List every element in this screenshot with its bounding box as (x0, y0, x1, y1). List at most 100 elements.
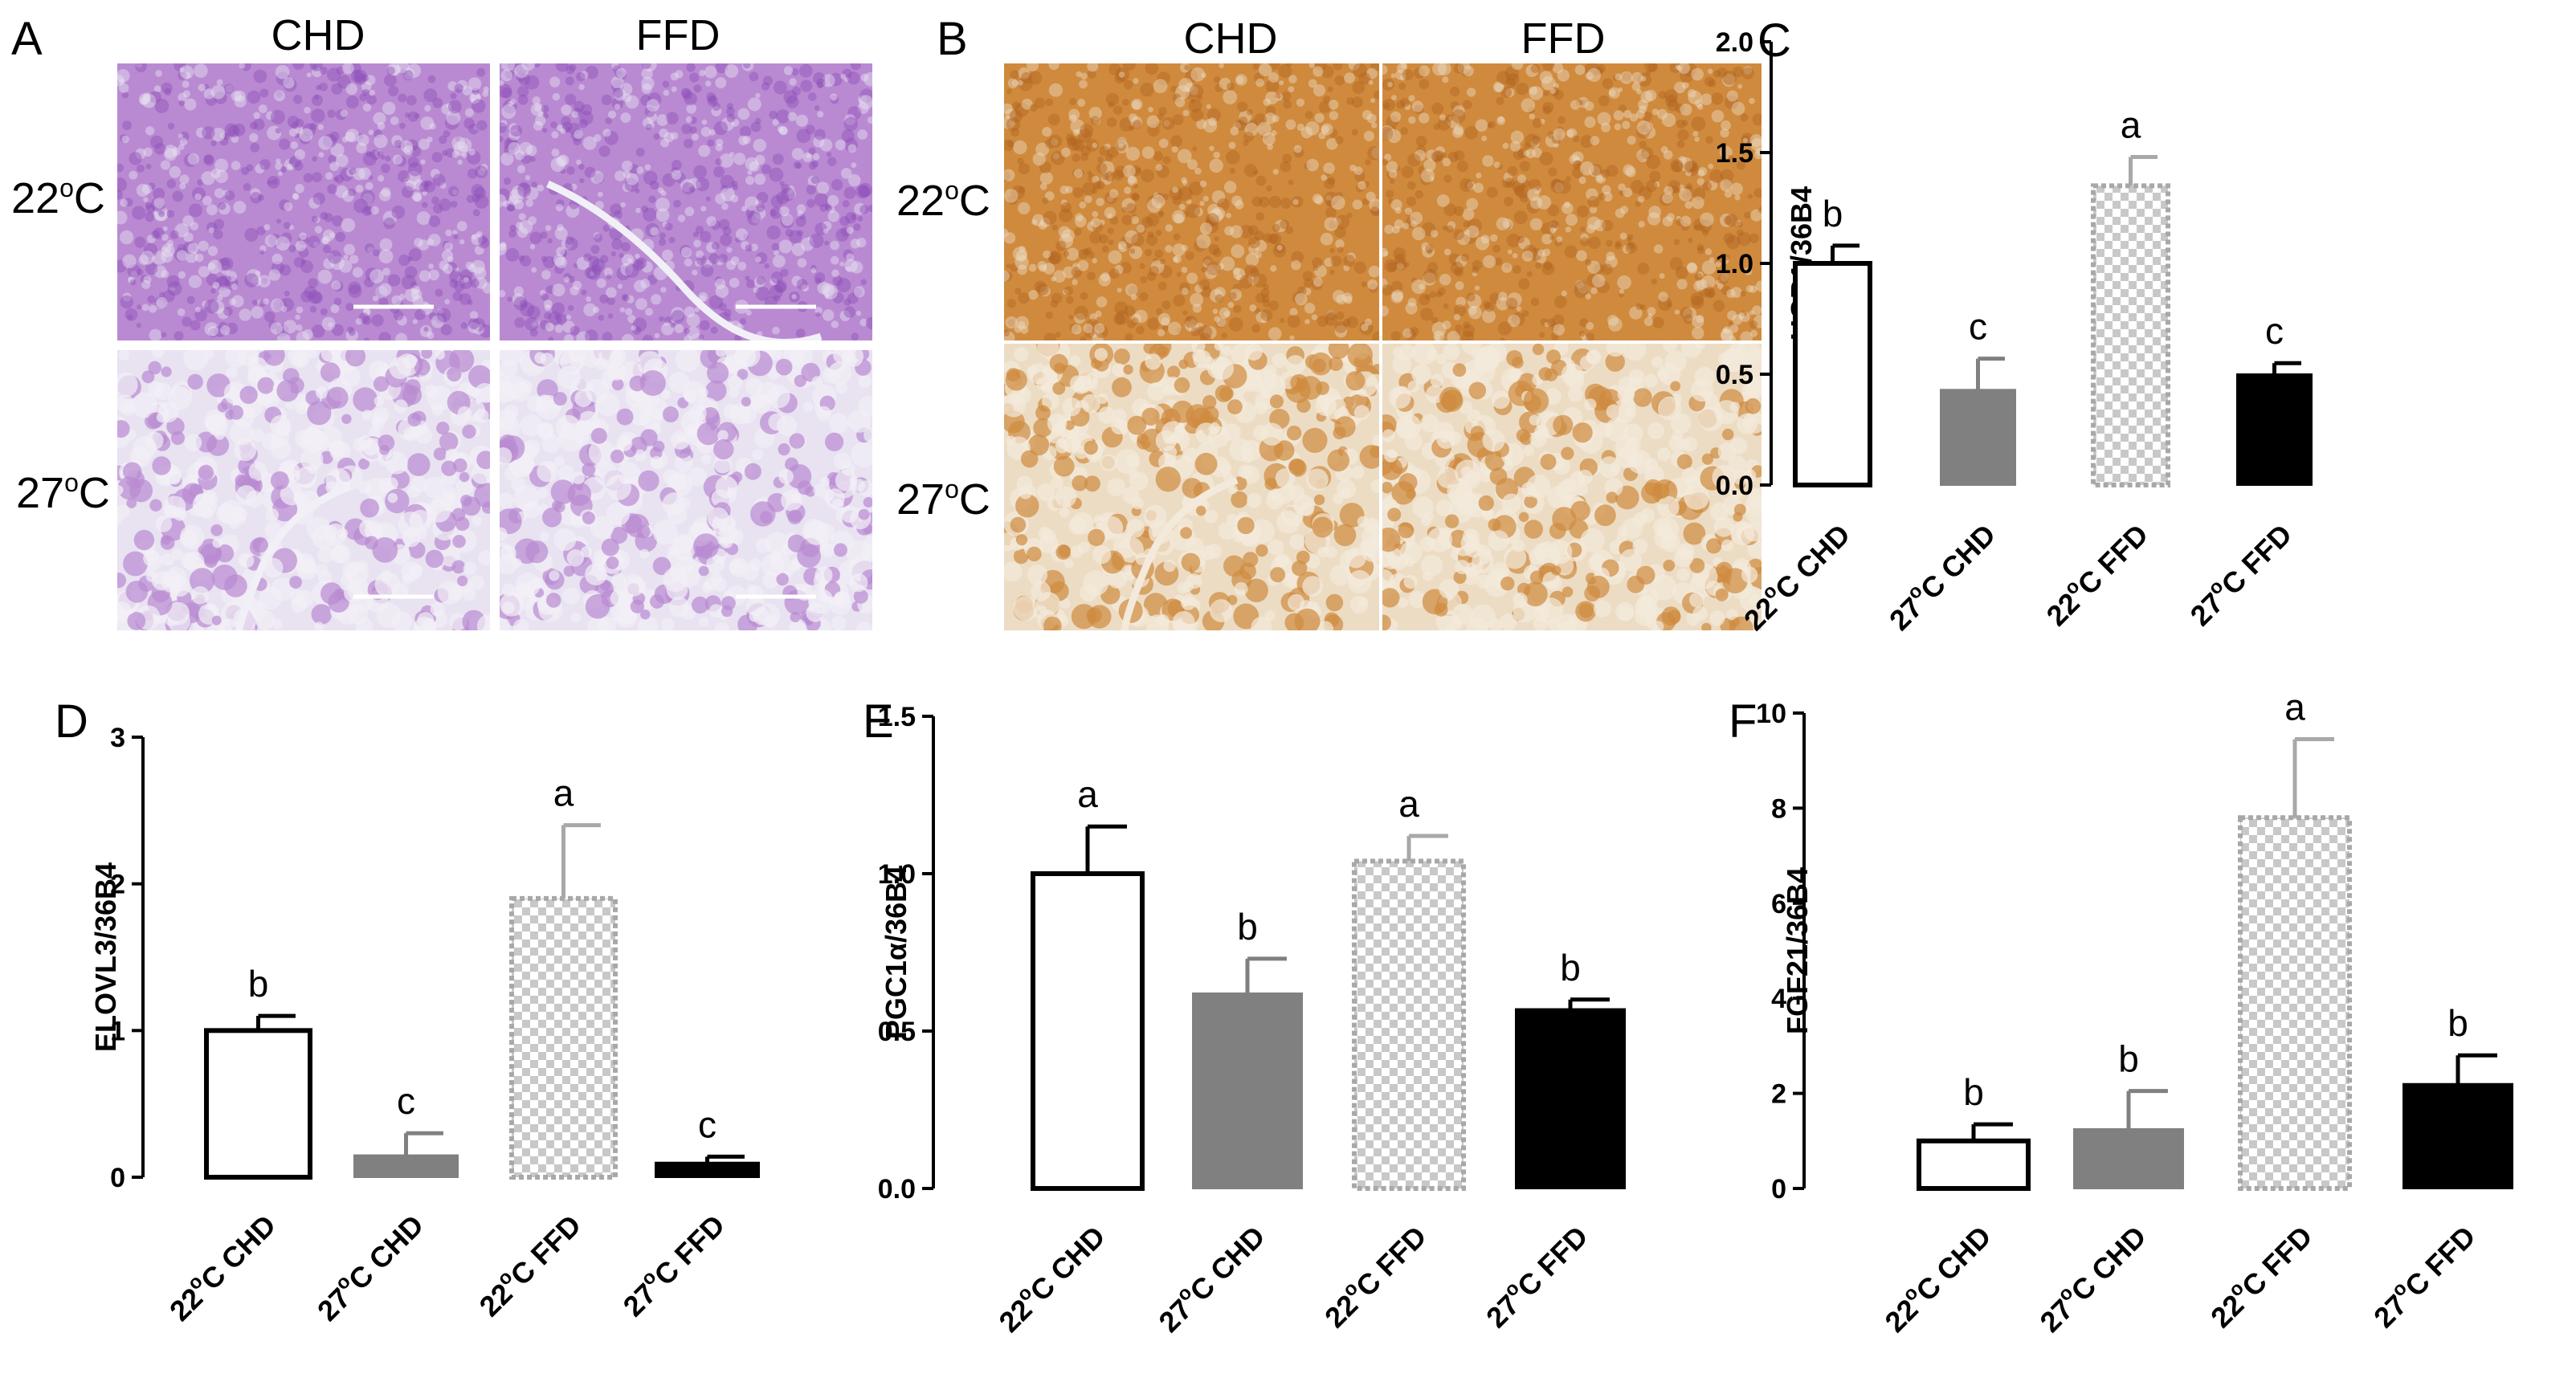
tissue-cell (1439, 579, 1459, 599)
tissue-cell (698, 145, 711, 157)
y-axis-label: ELOVL3/36B4 (89, 862, 122, 1052)
tissue-cell (190, 568, 215, 593)
tissue-cell (557, 124, 564, 132)
tissue-cell (1348, 570, 1372, 594)
tissue-cell (1505, 297, 1518, 310)
tissue-cell (478, 550, 490, 566)
tissue-cell (1442, 320, 1451, 329)
tissue-cell (345, 350, 366, 367)
tissue-cell (1178, 203, 1186, 210)
tissue-cell (570, 183, 578, 190)
tissue-cell (1387, 508, 1402, 522)
tissue-cell (536, 422, 554, 440)
tissue-cell (671, 430, 690, 450)
tissue-cell (1296, 123, 1304, 132)
tissue-cell (1697, 169, 1705, 177)
tissue-cell (1335, 136, 1344, 145)
tissue-cell (378, 189, 391, 202)
tissue-cell (1302, 576, 1324, 597)
tissue-cell (311, 215, 318, 222)
tissue-cell (117, 394, 134, 414)
tissue-cell (357, 561, 368, 572)
tissue-cell (1172, 195, 1182, 206)
tissue-cell (1212, 308, 1219, 315)
tissue-cell (1334, 226, 1346, 238)
tissue-cell (1566, 214, 1578, 226)
tissue-cell (1597, 68, 1603, 75)
tissue-cell (1077, 541, 1090, 554)
tissue-cell (1027, 565, 1048, 585)
tissue-cell (1107, 146, 1119, 158)
tissue-cell (283, 77, 295, 89)
tissue-cell (1087, 271, 1096, 281)
tissue-cell (378, 175, 385, 182)
tissue-cell (211, 128, 226, 142)
tissue-cell (1394, 219, 1404, 229)
tissue-cell (612, 65, 622, 75)
tissue-cell (414, 238, 423, 247)
tissue-cell (517, 226, 529, 238)
tissue-cell (1664, 89, 1679, 103)
tissue-cell (1492, 81, 1504, 93)
tissue-cell (1077, 259, 1089, 271)
tissue-cell (647, 92, 662, 106)
tissue-cell (476, 120, 488, 131)
tissue-cell (1686, 263, 1698, 274)
tissue-cell (1117, 137, 1126, 145)
tissue-cell (847, 144, 857, 153)
tissue-cell (459, 293, 472, 305)
tissue-cell (1059, 208, 1073, 222)
tissue-cell (1713, 70, 1721, 78)
tissue-cell (279, 199, 291, 211)
tissue-cell (1039, 171, 1053, 185)
tissue-cell (337, 75, 351, 89)
tissue-cell (361, 190, 375, 205)
tissue-cell (1252, 381, 1264, 393)
tissue-cell (308, 278, 318, 288)
tissue-cell (557, 365, 582, 389)
tissue-cell (1463, 471, 1480, 489)
tissue-cell (1713, 516, 1734, 537)
tissue-cell (670, 72, 679, 81)
tissue-cell (749, 71, 759, 82)
tissue-cell (1027, 434, 1050, 456)
tissue-cell (1729, 320, 1735, 327)
tissue-cell (222, 190, 230, 197)
tissue-cell (1342, 292, 1353, 303)
tissue-cell (1574, 160, 1582, 167)
tissue-cell (753, 287, 759, 293)
tissue-cell (574, 108, 582, 116)
tissue-cell (1576, 250, 1587, 262)
tissue-cell (1335, 191, 1344, 200)
tissue-cell (352, 267, 363, 278)
tissue-cell (1382, 128, 1392, 140)
tissue-cell (730, 256, 740, 266)
tissue-cell (584, 329, 598, 340)
tissue-cell (1648, 206, 1662, 218)
tissue-cell (508, 128, 521, 141)
tissue-cell (1526, 271, 1533, 277)
tissue-cell (762, 75, 774, 86)
tissue-cell (1219, 386, 1234, 402)
tissue-cell (1145, 353, 1161, 370)
tissue-cell (1461, 330, 1474, 340)
tissue-cell (1736, 229, 1744, 237)
tissue-cell (1043, 210, 1057, 225)
tissue-cell (284, 158, 296, 171)
tissue-cell (353, 198, 369, 214)
tissue-cell (449, 279, 459, 288)
tissue-cell (1252, 273, 1268, 287)
tissue-cell (410, 281, 418, 289)
tissue-cell (401, 275, 416, 290)
tissue-cell (1268, 327, 1282, 340)
tissue-cell (412, 295, 423, 307)
tissue-cell (1590, 206, 1598, 214)
tissue-cell (1055, 240, 1067, 251)
tissue-cell (1580, 237, 1590, 247)
tissue-cell (1318, 132, 1326, 140)
tissue-cell (1052, 381, 1066, 395)
tissue-cell (468, 365, 490, 389)
tissue-cell (1267, 144, 1273, 150)
tissue-cell (1004, 271, 1013, 281)
tissue-cell (179, 65, 194, 79)
